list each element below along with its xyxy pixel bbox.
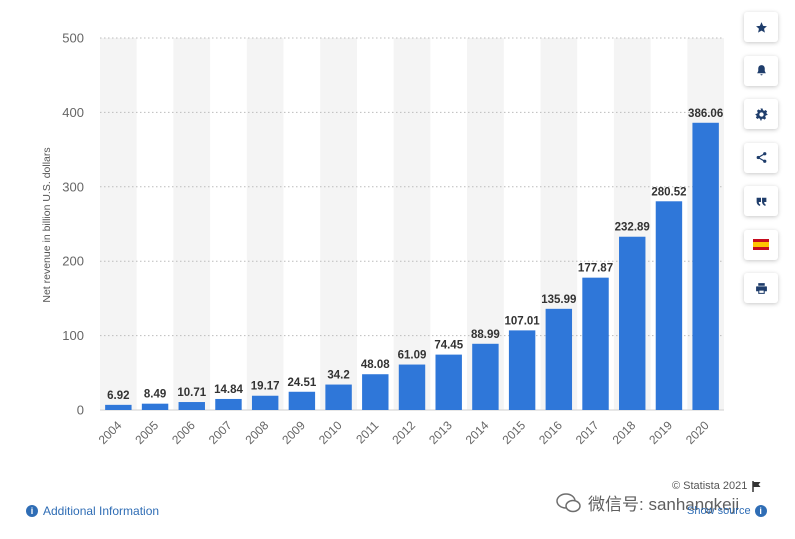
watermark-text: 微信号: sanhangkeji — [588, 495, 740, 514]
data-label-2010: 34.2 — [327, 370, 349, 382]
language-button[interactable] — [744, 229, 778, 260]
x-axis-ticks: 2004 2005 2006 2007 2008 2009 2010 2011 2012 2013… — [96, 418, 712, 447]
bar-2019[interactable] — [655, 201, 683, 410]
x-tick-label: 2015 — [499, 418, 528, 447]
show-source-link[interactable]: Show source i — [687, 505, 767, 517]
toolbar — [744, 12, 778, 317]
data-label-2012: 61.09 — [398, 350, 427, 362]
y-axis-label: Net revenue in billion U.S. dollars — [41, 147, 53, 302]
x-tick-label: 2012 — [389, 418, 418, 447]
bar-2007[interactable] — [215, 398, 242, 410]
credit-text: © Statista 2021 — [672, 480, 748, 492]
show-source-label: Show source — [687, 505, 751, 517]
bar-2011[interactable] — [362, 374, 389, 410]
y-tick-label: 400 — [62, 105, 84, 120]
column-band — [173, 38, 211, 410]
data-label-2019: 280.52 — [651, 186, 686, 198]
additional-information-label: Additional Information — [43, 504, 160, 518]
bar-2012[interactable] — [398, 364, 426, 410]
x-tick-label: 2009 — [279, 418, 308, 447]
data-label-2015: 107.01 — [505, 315, 541, 327]
bar-2009[interactable] — [288, 391, 316, 410]
bar-2015[interactable] — [508, 330, 536, 410]
bell-icon — [756, 65, 766, 76]
y-tick-label: 500 — [62, 31, 84, 46]
data-label-2009: 24.51 — [287, 377, 316, 389]
data-label-2011: 48.08 — [361, 359, 390, 371]
x-tick-label: 2010 — [316, 418, 345, 447]
bar-2006[interactable] — [178, 402, 205, 410]
x-tick-label: 2017 — [573, 418, 602, 447]
bar-2004[interactable] — [105, 404, 132, 410]
spain-flag-icon — [753, 239, 769, 250]
share-button[interactable] — [744, 142, 778, 173]
x-tick-label: 2007 — [206, 418, 235, 447]
column-band — [246, 38, 284, 410]
data-label-2020: 386.06 — [688, 108, 723, 120]
bar-2008[interactable] — [251, 395, 279, 410]
wechat-watermark: 微信号: sanhangkeji — [556, 490, 739, 515]
y-axis-ticks: 0 100 200 300 400 500 — [62, 31, 84, 418]
data-label-2005: 8.49 — [144, 389, 166, 401]
column-band — [393, 38, 431, 410]
star-icon — [755, 21, 767, 33]
y-tick-label: 0 — [77, 403, 84, 418]
print-button[interactable] — [744, 273, 778, 303]
x-tick-label: 2011 — [353, 418, 381, 446]
bar-2005[interactable] — [141, 403, 169, 410]
bar-2014[interactable] — [472, 343, 499, 410]
info-icon: i — [754, 505, 767, 517]
favorite-button[interactable] — [744, 12, 778, 42]
wechat-icon — [556, 492, 582, 514]
data-label-2014: 88.99 — [471, 329, 500, 341]
bar-2017[interactable] — [582, 277, 609, 410]
bar-2020[interactable] — [692, 122, 719, 410]
flag-icon[interactable] — [752, 480, 762, 492]
bar-2018[interactable] — [619, 236, 646, 410]
gear-icon — [755, 108, 767, 120]
statista-credit: © Statista 2021 — [672, 480, 762, 492]
y-tick-label: 300 — [62, 179, 84, 194]
data-label-2013: 74.45 — [434, 340, 463, 352]
bar-2013[interactable] — [435, 354, 462, 410]
x-tick-label: 2016 — [536, 418, 565, 447]
data-label-2016: 135.99 — [541, 294, 576, 306]
data-label-2008: 19.17 — [251, 381, 280, 393]
notification-button[interactable] — [744, 55, 778, 86]
print-icon — [755, 282, 767, 294]
x-tick-label: 2020 — [683, 418, 712, 447]
x-tick-label: 2019 — [646, 418, 675, 447]
settings-button[interactable] — [744, 99, 778, 129]
bars — [105, 122, 719, 410]
x-tick-label: 2005 — [132, 418, 161, 447]
data-label-2017: 177.87 — [578, 263, 613, 275]
column-band — [320, 38, 357, 410]
bar-2016[interactable] — [545, 308, 573, 410]
x-tick-label: 2013 — [426, 418, 455, 447]
y-tick-label: 200 — [62, 254, 84, 269]
y-tick-label: 100 — [62, 328, 84, 343]
x-tick-label: 2006 — [169, 418, 198, 447]
bar-2010[interactable] — [325, 384, 352, 410]
bar-chart: 0 100 200 300 400 500 6.92 8.49 10.71 14.84 19.17… — [41, 31, 724, 447]
x-tick-label: 2008 — [243, 418, 272, 447]
cite-button[interactable] — [744, 186, 778, 216]
x-tick-label: 2014 — [463, 418, 492, 447]
x-tick-label: 2004 — [96, 418, 125, 447]
additional-information-link[interactable]: i Additional Information — [26, 504, 159, 518]
data-label-2018: 232.89 — [615, 222, 650, 234]
column-band — [100, 38, 137, 410]
data-labels: 6.92 8.49 10.71 14.84 19.17 24.51 34.2 48.08 61.… — [107, 108, 723, 402]
x-tick-label: 2018 — [610, 418, 639, 447]
info-icon: i — [26, 505, 38, 517]
data-label-2006: 10.71 — [177, 387, 206, 399]
share-icon — [756, 152, 766, 163]
data-label-2004: 6.92 — [107, 390, 129, 402]
quote-icon — [756, 197, 766, 206]
data-label-2007: 14.84 — [214, 384, 243, 396]
